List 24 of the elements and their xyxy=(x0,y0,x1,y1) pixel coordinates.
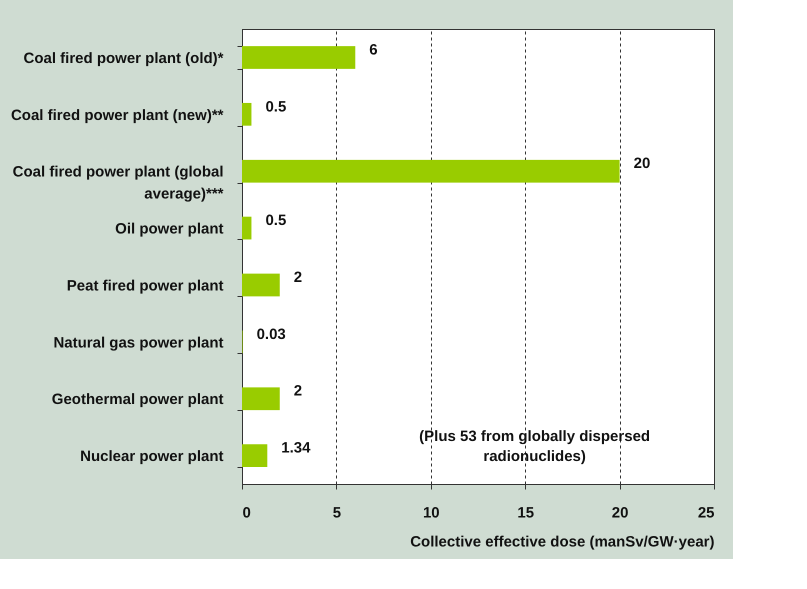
x-tick-label: 5 xyxy=(332,504,342,522)
y-tick-label: Nuclear power plant xyxy=(80,448,224,466)
y-tick-label: Oil power plant xyxy=(115,220,224,238)
y-tick-label: Natural gas power plant xyxy=(53,334,224,352)
x-tick-label: 10 xyxy=(422,504,440,522)
annotation: (Plus 53 from globally dispersed radionuclides) xyxy=(419,428,650,466)
x-tick-label: 20 xyxy=(612,504,628,522)
data-label: 0.5 xyxy=(265,98,286,116)
y-tick-label: Coal fired power plant (global average)*** xyxy=(12,164,224,203)
data-label: 2 xyxy=(294,268,302,286)
x-tick-label: 15 xyxy=(517,504,534,522)
x-tick-label: 25 xyxy=(698,504,714,522)
y-tick-label: Geothermal power plant xyxy=(52,391,224,408)
data-label: 0.03 xyxy=(256,326,286,343)
data-label: 6 xyxy=(369,41,378,58)
y-tick-label: Peat fired power plant xyxy=(66,277,224,294)
data-label: 2 xyxy=(294,382,302,400)
data-label: 1.34 xyxy=(281,440,312,457)
y-tick-label: Coal fired power plant (old)* xyxy=(23,50,224,67)
y-tick-label: Coal fired power plant (new)** xyxy=(10,106,224,124)
data-label: 20 xyxy=(634,155,650,172)
x-tick-label: 0 xyxy=(242,504,251,522)
data-label: 0.5 xyxy=(265,212,286,230)
x-axis-title: Collective effective dose (manSv/GW·year) xyxy=(410,534,714,550)
